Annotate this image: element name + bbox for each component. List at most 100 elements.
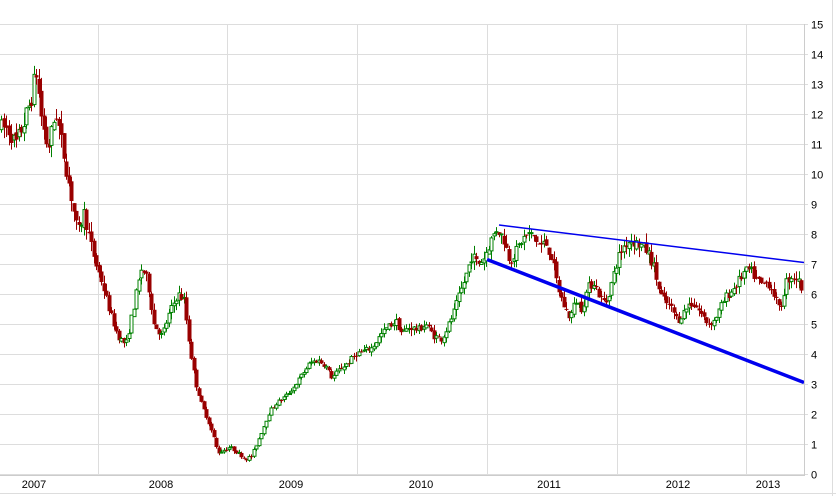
candle-body-down [599, 295, 604, 297]
y-tick-label: 8 [811, 230, 817, 242]
candle-body-down [799, 280, 804, 291]
candle-body-down [2, 118, 7, 128]
candle-body-up [522, 235, 527, 243]
candle-body-down [232, 446, 237, 452]
candle-body-down [144, 271, 149, 274]
candle-body-up [362, 349, 367, 352]
candle-body-up [307, 362, 312, 369]
x-tick-label: 2008 [149, 479, 173, 491]
candle-body-down [624, 245, 629, 248]
gridlines [0, 24, 804, 475]
trendline-upper-resistance [498, 224, 805, 264]
candle-body-up [49, 126, 54, 146]
candle-body-up [614, 267, 619, 274]
candle-body-down [64, 161, 69, 177]
candle-body-up [492, 233, 497, 237]
candle-body-down [754, 277, 759, 279]
x-tick-label: 2013 [756, 479, 780, 491]
candle-body-down [112, 313, 117, 327]
y-tick-label: 0 [811, 470, 817, 482]
y-tick-label: 13 [811, 80, 823, 92]
candle-body-down [654, 262, 659, 280]
candle-body-down [427, 324, 432, 327]
candle-body-up [252, 448, 257, 457]
candle-body-up [377, 336, 382, 344]
candle-body-up [129, 314, 134, 334]
candle-body-down [59, 123, 64, 135]
candle-body-down [704, 317, 709, 324]
candle-body-down [179, 293, 184, 300]
candle-body-down [42, 115, 47, 130]
candle-body-down [777, 299, 782, 306]
candle-body-down [72, 203, 77, 212]
candle-body-up [742, 271, 747, 279]
candle-body-down [659, 289, 664, 295]
candle-body-down [594, 285, 599, 288]
candle-body-up [454, 300, 459, 310]
x-tick-label: 2011 [537, 479, 561, 491]
candle-body-up [22, 126, 27, 134]
candle-body-down [207, 417, 212, 425]
y-tick-label: 12 [811, 110, 823, 122]
candle-body-down [602, 298, 607, 301]
candle-body-down [504, 243, 509, 248]
candle-body-down [154, 324, 159, 330]
candle-body-down [97, 264, 102, 273]
candle-body-down [764, 281, 769, 283]
candle-body-up [469, 261, 474, 264]
candle-body-up [342, 366, 347, 371]
candle-body-up [617, 252, 622, 268]
y-tick-label: 10 [811, 170, 823, 182]
candle-body-up [264, 420, 269, 428]
candle-body-up [139, 269, 144, 279]
y-tick-label: 5 [811, 320, 817, 332]
candle-body-up [349, 356, 354, 364]
candle-body-down [77, 222, 82, 225]
candle-body-up [424, 324, 429, 329]
candle-body-up [294, 383, 299, 389]
candle-body-down [244, 458, 249, 461]
candle-body-down [657, 281, 662, 290]
candle-body-down [242, 457, 247, 459]
candle-body-down [107, 295, 112, 312]
candle-body-up [719, 302, 724, 311]
candle-body-up [299, 373, 304, 378]
candle-body-down [507, 249, 512, 262]
candle-body-down [327, 367, 332, 371]
candle-body-up [262, 426, 267, 435]
candle-body-up [529, 232, 534, 235]
candle-body-down [689, 302, 694, 307]
candle-body-down [354, 355, 359, 357]
candle-body-up [164, 322, 169, 329]
candle-body-down [322, 364, 327, 367]
candle-body-up [449, 318, 454, 323]
x-tick-label: 2009 [279, 479, 303, 491]
candle-body-up [284, 393, 289, 397]
candle-body-down [544, 239, 549, 246]
candle-body-down [57, 119, 62, 126]
candle-body-down [199, 395, 204, 402]
candle-body-down [202, 401, 207, 410]
candle-body-up [459, 287, 464, 294]
candle-body-down [509, 262, 514, 264]
candle-body-down [14, 132, 19, 140]
candle-body-up [404, 328, 409, 332]
candle-body-down [69, 181, 74, 202]
candle-body-down [672, 307, 677, 313]
candle-body-up [737, 275, 742, 288]
candle-body-down [697, 308, 702, 311]
candle-body-up [499, 233, 504, 236]
candle-body-down [234, 450, 239, 454]
candle-body-up [684, 308, 689, 313]
candle-body-down [54, 118, 59, 120]
candle-body-down [502, 235, 507, 245]
candle-body-up [789, 278, 794, 283]
candle-body-down [224, 449, 229, 451]
candle-body-up [254, 445, 259, 450]
candle-body-up [127, 333, 132, 340]
candle-body-up [134, 289, 139, 310]
candle-body-up [324, 365, 329, 369]
candle-body-up [479, 261, 484, 265]
candle-body-down [117, 330, 122, 341]
